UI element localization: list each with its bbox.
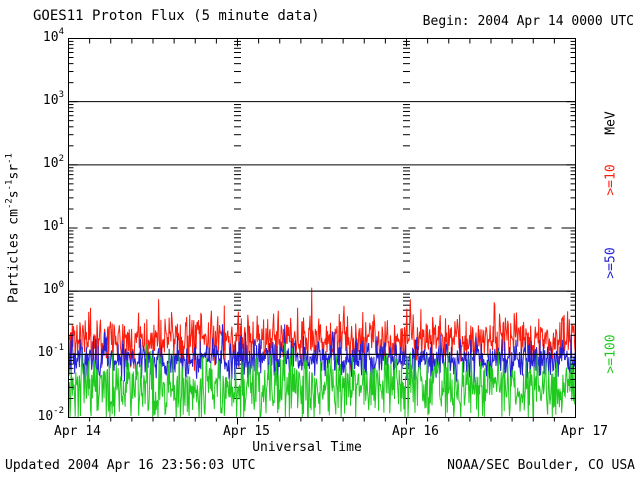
y-axis-title-superscript: -1 bbox=[4, 179, 15, 191]
x-tick-label-apr-15: Apr 15 bbox=[223, 424, 270, 439]
right-label-10: >=10 bbox=[603, 164, 619, 196]
y-tick-label-1e0: 100 bbox=[42, 279, 64, 298]
y-tick-label-1e-1: 10-1 bbox=[37, 343, 65, 361]
y-axis-title: Particles cm-2s-1sr-1 bbox=[4, 153, 22, 303]
x-tick-label-apr-16: Apr 16 bbox=[392, 424, 439, 439]
right-label-mev: MeV bbox=[603, 111, 619, 135]
y-tick-label-1e-2: 10-2 bbox=[37, 406, 65, 424]
right-label-50: >=50 bbox=[603, 247, 619, 279]
y-axis-title-text: Particles cm bbox=[6, 209, 22, 303]
source-attribution: NOAA/SEC Boulder, CO USA bbox=[447, 458, 635, 473]
right-label-100: >=100 bbox=[603, 334, 619, 374]
y-axis-title-superscript: -2 bbox=[4, 198, 15, 210]
y-axis-title-text: sr bbox=[6, 163, 22, 180]
y-axis-title-superscript: -1 bbox=[4, 153, 15, 164]
x-tick-label-apr-17: Apr 17 bbox=[561, 424, 608, 439]
series--100-mev bbox=[68, 342, 576, 418]
updated-timestamp: Updated 2004 Apr 16 23:56:03 UTC bbox=[5, 458, 256, 473]
y-tick-label-1e3: 103 bbox=[42, 90, 64, 108]
begin-timestamp: Begin: 2004 Apr 14 0000 UTC bbox=[422, 14, 634, 29]
y-tick-label-1e4: 104 bbox=[42, 27, 64, 45]
y-tick-label-1e1: 101 bbox=[42, 216, 64, 234]
chart-title: GOES11 Proton Flux (5 minute data) bbox=[33, 8, 320, 24]
x-tick-label-apr-14: Apr 14 bbox=[54, 424, 101, 439]
x-axis-title: Universal Time bbox=[252, 440, 362, 455]
y-tick-label-1e2: 102 bbox=[42, 153, 64, 171]
